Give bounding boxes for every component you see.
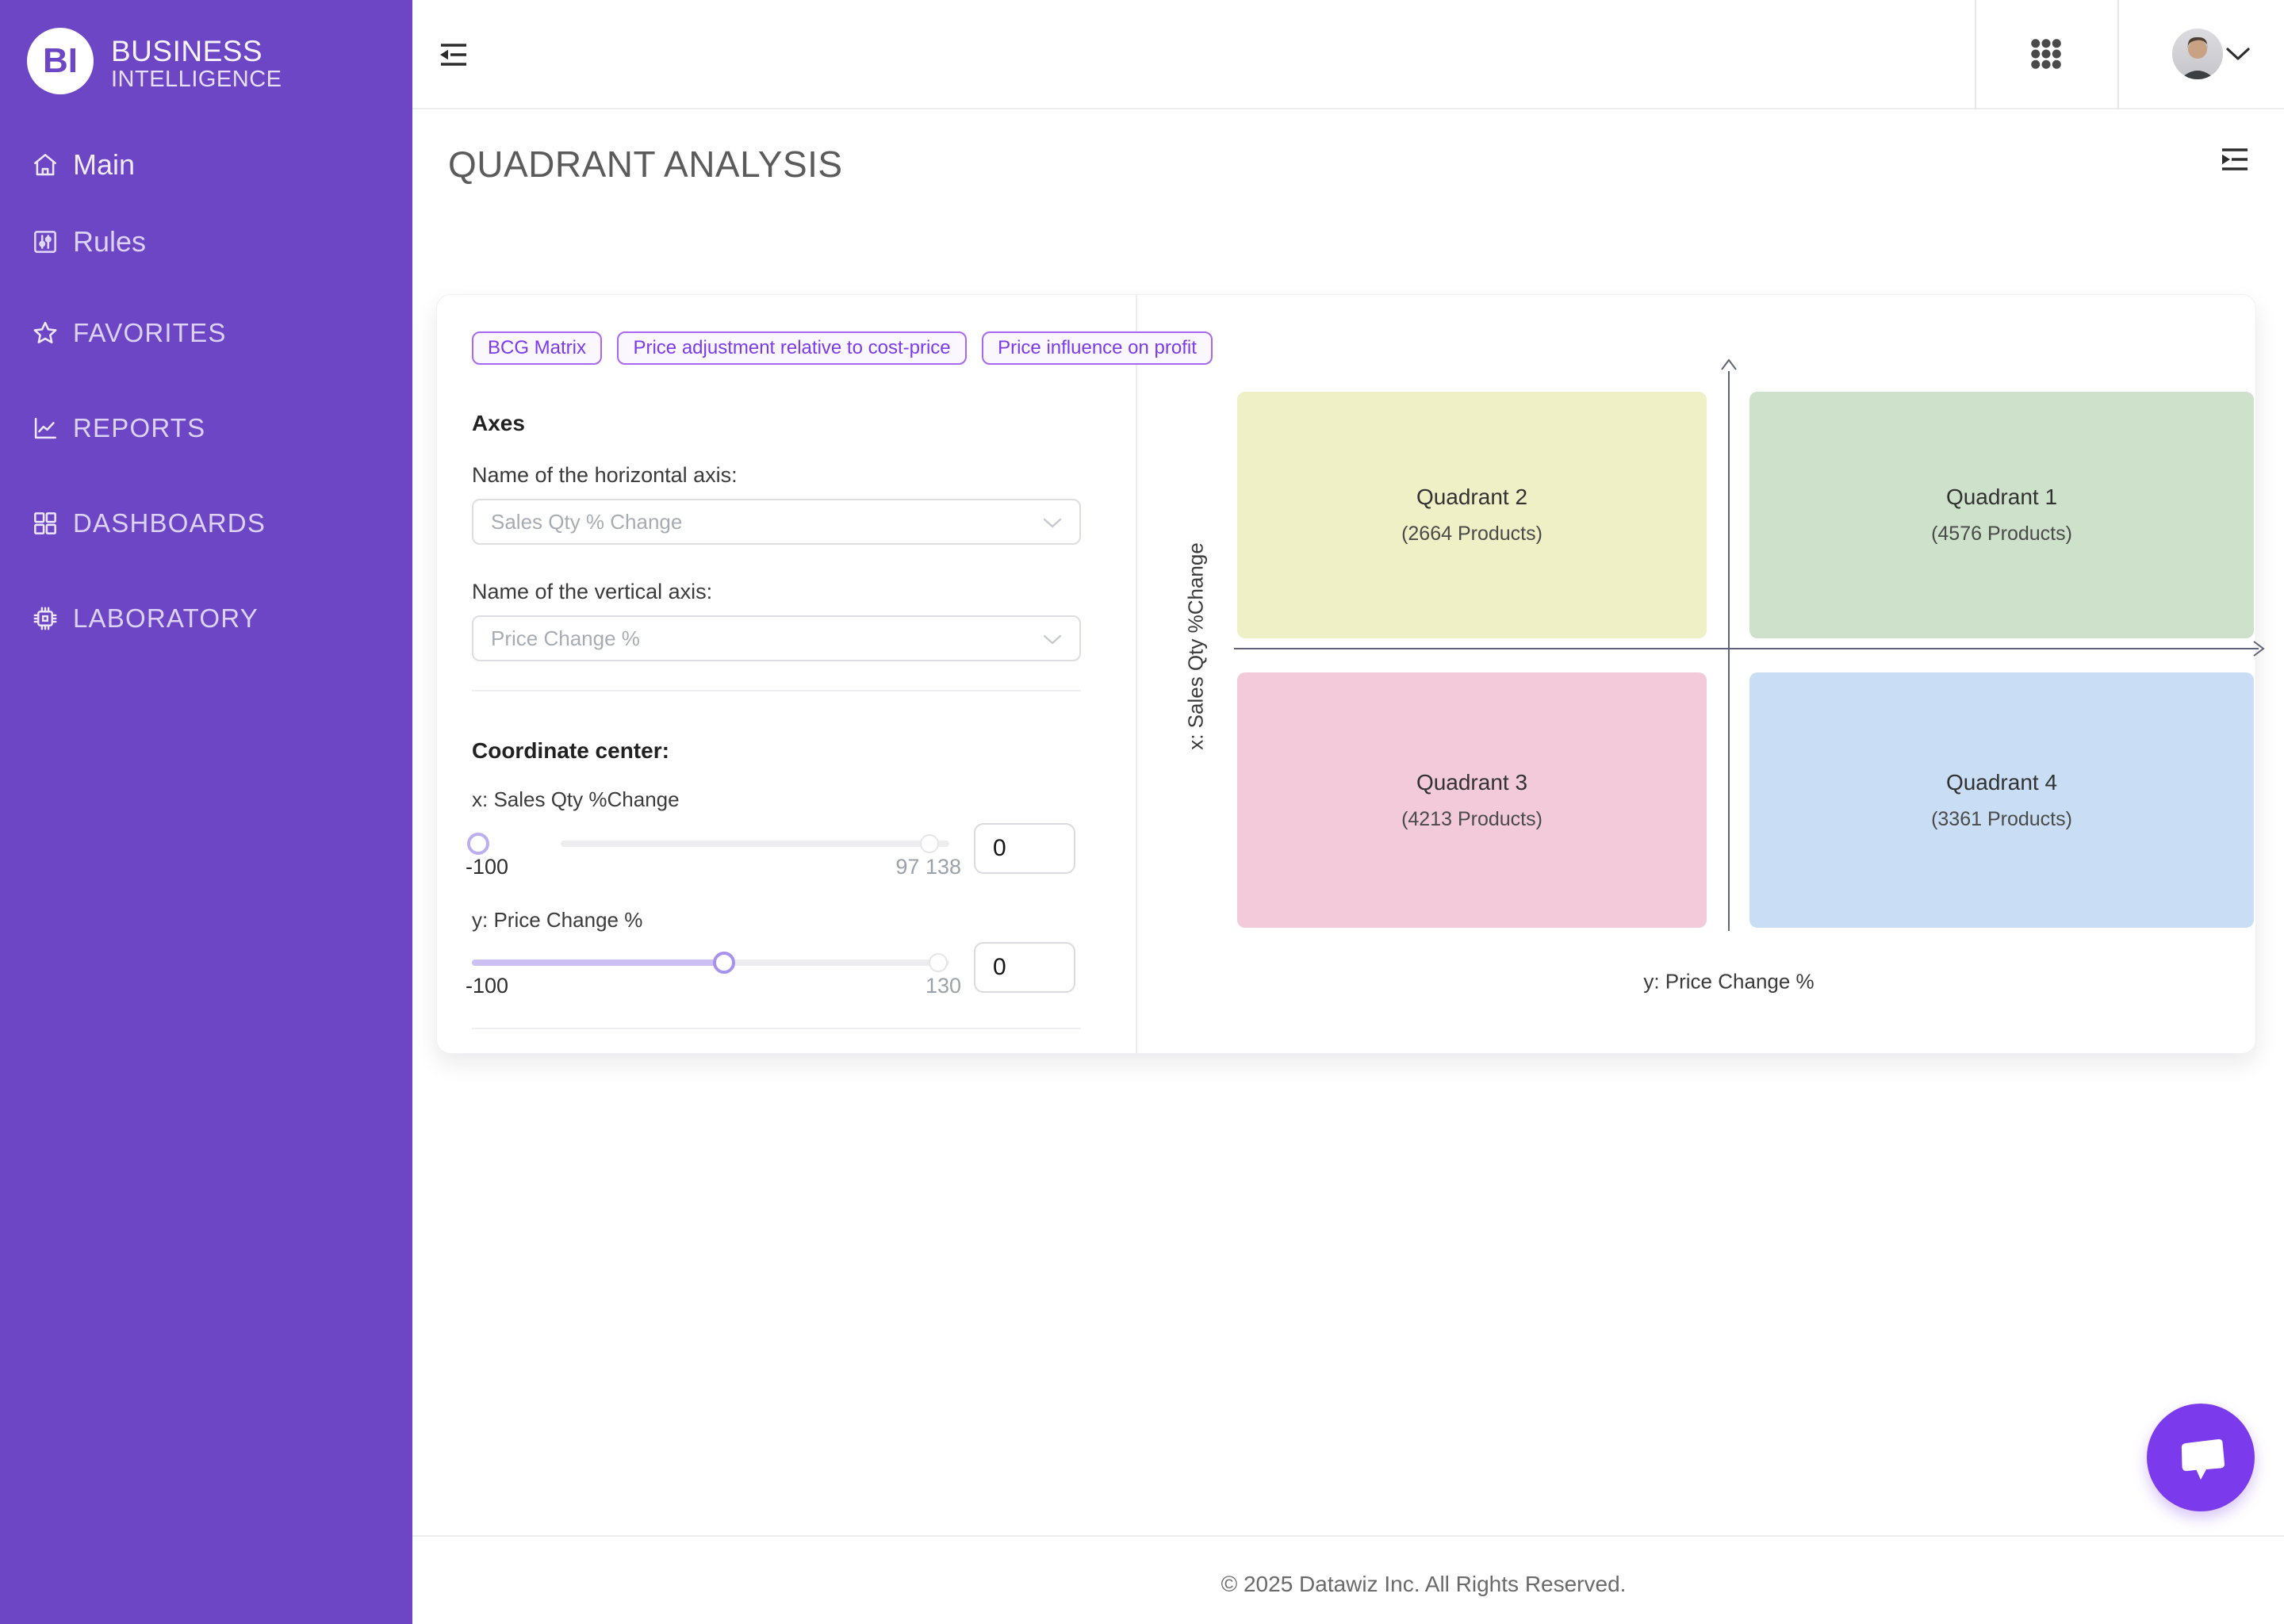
avatar[interactable] [2172, 29, 2223, 79]
sidebar: BI BUSINESS INTELLIGENCE Main Rules [0, 0, 412, 1624]
rules-icon [30, 227, 60, 257]
header-divider [1975, 0, 1976, 109]
select-chevron-icon [1043, 626, 1062, 651]
home-icon [30, 150, 60, 180]
coordinate-center-heading: Coordinate center: [472, 738, 669, 763]
chip-icon [30, 603, 60, 634]
chip-price-adjustment[interactable]: Price adjustment relative to cost-price [617, 331, 967, 365]
quadrant-title: Quadrant 4 [1945, 769, 2058, 795]
footer-divider [412, 1535, 2284, 1537]
account-chevron-down-icon[interactable] [2225, 46, 2251, 62]
chart-horizontal-axis [1234, 648, 2259, 649]
quadrant-2-box: Quadrant 2 (2664 Products) [1237, 392, 1707, 638]
chart-y-axis-label: x: Sales Qty %Change [1183, 542, 1208, 750]
quadrant-4-box: Quadrant 4 (3361 Products) [1749, 672, 2254, 928]
sidebar-item-dashboards[interactable]: DASHBOARDS [0, 498, 412, 549]
x-slider-rail[interactable] [561, 841, 949, 847]
quadrant-title: Quadrant 1 [1945, 485, 2058, 509]
brand-initials: BI [43, 41, 78, 80]
copyright-text: © 2025 Datawiz Inc. All Rights Reserved. [1221, 1572, 1627, 1596]
x-slider-label: x: Sales Qty %Change [472, 787, 680, 811]
axis-arrow-right [2253, 641, 2265, 657]
y-slider-thumb[interactable] [713, 952, 735, 974]
brand-logo[interactable]: BI [27, 28, 94, 94]
star-icon [30, 318, 60, 348]
quadrant-products-count: (3361 Products) [1931, 807, 2072, 830]
axes-heading: Axes [472, 411, 525, 435]
chart-type-chips: BCG Matrix Price adjustment relative to … [472, 331, 1224, 365]
panel-expand-icon[interactable] [2219, 144, 2251, 174]
chat-button[interactable] [2147, 1404, 2255, 1511]
sidebar-item-label: Rules [73, 225, 147, 258]
apps-grid-icon[interactable] [2029, 36, 2064, 71]
x-slider-min: -100 [466, 855, 509, 879]
chart-vertical-axis [1728, 371, 1730, 931]
sidebar-item-label: LABORATORY [73, 603, 259, 633]
quadrant-title: Quadrant 3 [1416, 769, 1528, 795]
section-divider [472, 1028, 1081, 1029]
sidebar-item-rules[interactable]: Rules [0, 216, 412, 267]
y-slider-label: y: Price Change % [472, 908, 643, 932]
page-title: QUADRANT ANALYSIS [448, 144, 843, 185]
chart-x-axis-label: y: Price Change % [1643, 969, 1815, 994]
horizontal-axis-select[interactable]: Sales Qty % Change [472, 499, 1081, 545]
card-vertical-divider [1136, 295, 1137, 1053]
chip-bcg-matrix[interactable]: BCG Matrix [472, 331, 603, 365]
horizontal-axis-label: Name of the horizontal axis: [472, 463, 738, 487]
quadrant-title: Quadrant 2 [1416, 485, 1528, 509]
sidebar-item-label: DASHBOARDS [73, 508, 266, 538]
select-chevron-icon [1043, 510, 1062, 534]
quadrant-1-box: Quadrant 1 (4576 Products) [1749, 392, 2254, 638]
dashboard-squares-icon [30, 508, 60, 538]
x-slider-ghost-thumb [920, 834, 939, 853]
vertical-axis-select[interactable]: Price Change % [472, 615, 1081, 661]
chart-line-icon [30, 413, 60, 443]
sidebar-item-label: FAVORITES [73, 318, 227, 347]
y-slider-ghost-thumb [929, 953, 948, 972]
y-center-input[interactable] [974, 942, 1075, 993]
vertical-axis-value: Price Change % [491, 626, 640, 650]
sidebar-item-label: REPORTS [73, 413, 206, 442]
sidebar-item-favorites[interactable]: FAVORITES [0, 308, 412, 358]
x-center-input[interactable] [974, 823, 1075, 874]
y-slider-fill [472, 959, 724, 966]
brand-name-line2: INTELLIGENCE [111, 67, 282, 92]
sidebar-item-main[interactable]: Main [0, 140, 412, 190]
header-divider [2117, 0, 2119, 109]
section-divider [472, 690, 1081, 691]
horizontal-axis-value: Sales Qty % Change [491, 509, 683, 534]
brand-name-line1: BUSINESS [111, 35, 263, 67]
x-slider-max: 97 138 [895, 855, 961, 879]
sidebar-item-laboratory[interactable]: LABORATORY [0, 593, 412, 644]
y-slider-min: -100 [466, 974, 509, 998]
quadrant-products-count: (4576 Products) [1931, 523, 2072, 545]
x-slider-thumb[interactable] [467, 833, 489, 855]
chat-bubble-icon [2181, 1438, 2225, 1480]
axis-arrow-up [1721, 358, 1737, 370]
top-header [412, 0, 2284, 109]
sidebar-item-reports[interactable]: REPORTS [0, 403, 412, 454]
sidebar-collapse-icon[interactable] [438, 40, 469, 70]
vertical-axis-label: Name of the vertical axis: [472, 580, 713, 603]
quadrant-products-count: (2664 Products) [1401, 523, 1542, 545]
quadrant-products-count: (4213 Products) [1401, 807, 1542, 830]
quadrant-3-box: Quadrant 3 (4213 Products) [1237, 672, 1707, 928]
sidebar-item-label: Main [73, 148, 136, 181]
chip-price-influence[interactable]: Price influence on profit [982, 331, 1213, 365]
y-slider-max: 130 [925, 974, 961, 998]
